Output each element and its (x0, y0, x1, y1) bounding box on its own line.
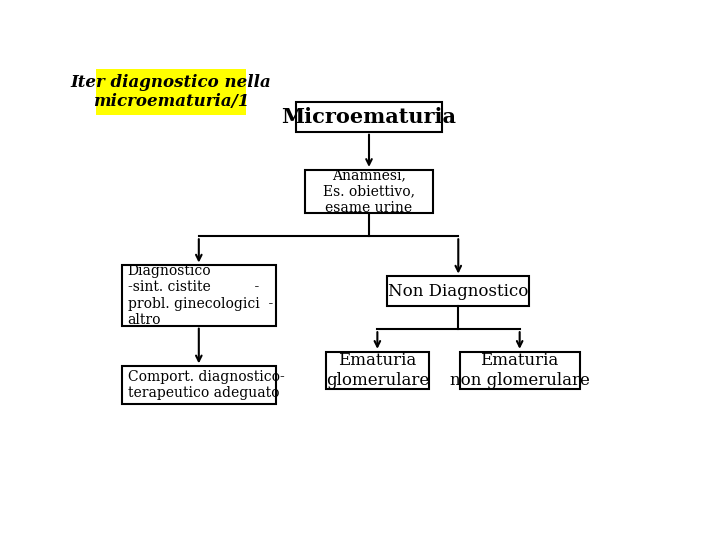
Text: Diagnostico
-sint. cistite          -
probl. ginecologici  -
altro: Diagnostico -sint. cistite - probl. gine… (127, 264, 273, 327)
Text: Ematuria
glomerulare: Ematuria glomerulare (325, 352, 429, 389)
Text: Non Diagnostico: Non Diagnostico (388, 283, 528, 300)
FancyBboxPatch shape (297, 102, 441, 132)
Text: Comport. diagnostico-
terapeutico adeguato: Comport. diagnostico- terapeutico adegua… (127, 370, 284, 400)
FancyBboxPatch shape (305, 170, 433, 213)
Text: Ematuria
non glomerulare: Ematuria non glomerulare (450, 352, 590, 389)
FancyBboxPatch shape (122, 266, 276, 326)
FancyBboxPatch shape (325, 352, 429, 389)
Text: Microematuria: Microematuria (282, 107, 456, 127)
FancyBboxPatch shape (387, 276, 529, 306)
FancyBboxPatch shape (122, 366, 276, 404)
Text: Iter diagnostico nella
microematuria/1: Iter diagnostico nella microematuria/1 (71, 73, 271, 110)
FancyBboxPatch shape (459, 352, 580, 389)
Text: Anamnesi,
Es. obiettivo,
esame urine: Anamnesi, Es. obiettivo, esame urine (323, 168, 415, 215)
FancyBboxPatch shape (96, 69, 246, 114)
